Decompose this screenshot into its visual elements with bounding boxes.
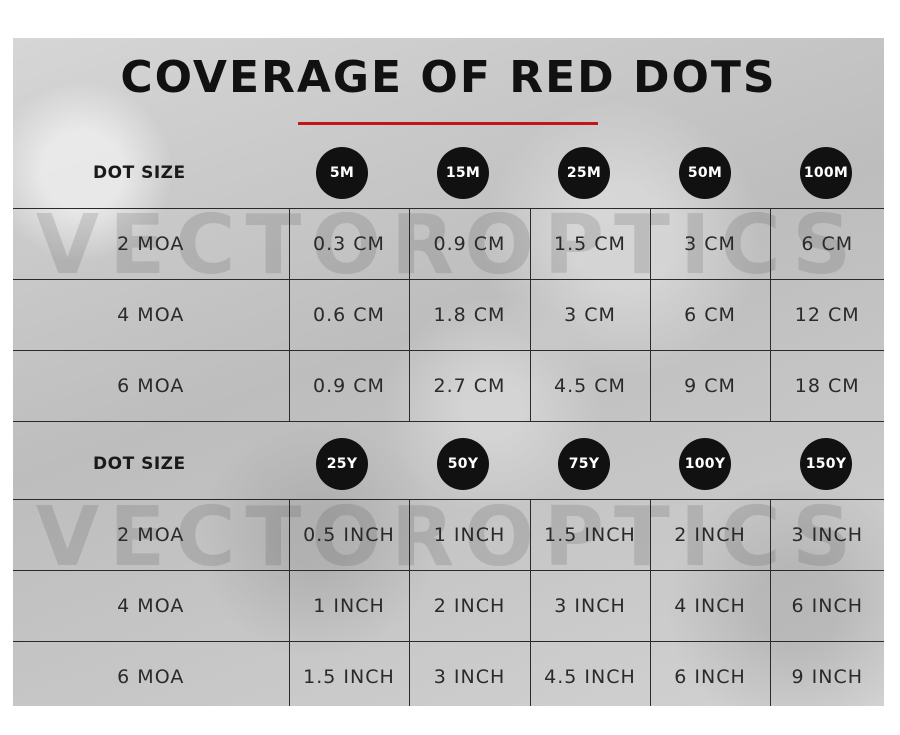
- table-cell: 9 CM: [649, 350, 771, 422]
- table-cell: 3 INCH: [408, 641, 531, 706]
- table-cell: 0.6 CM: [288, 279, 410, 351]
- table-cell: 6 CM: [649, 279, 771, 351]
- metric-header: DOT SIZE 5M 15M 25M 50M 100M: [13, 138, 884, 208]
- imperial-table: 2 MOA 0.5 INCH 1 INCH 1.5 INCH 2 INCH 3 …: [13, 499, 884, 706]
- table-cell: 0.9 CM: [288, 350, 410, 422]
- table-cell: 9 INCH: [769, 641, 884, 706]
- row-label: 4 MOA: [13, 279, 290, 351]
- row-label: 2 MOA: [13, 499, 290, 571]
- row-label: 6 MOA: [13, 641, 290, 706]
- table-cell: 3 INCH: [529, 570, 651, 642]
- distance-badge: 15M: [437, 147, 489, 199]
- distance-badge: 25Y: [316, 438, 368, 490]
- distance-badge: 50M: [679, 147, 731, 199]
- table-row: 6 MOA 1.5 INCH 3 INCH 4.5 INCH 6 INCH 9 …: [13, 641, 884, 706]
- title-underline: [298, 122, 598, 125]
- table-cell: 6 CM: [769, 208, 884, 280]
- distance-badge: 25M: [558, 147, 610, 199]
- table-cell: 1.5 INCH: [288, 641, 410, 706]
- row-label: 4 MOA: [13, 570, 290, 642]
- table-cell: 1.8 CM: [408, 279, 531, 351]
- table-cell: 4.5 INCH: [529, 641, 651, 706]
- table-cell: 1 INCH: [288, 570, 410, 642]
- table-cell: 18 CM: [769, 350, 884, 422]
- table-cell: 3 CM: [649, 208, 771, 280]
- distance-badge: 100Y: [679, 438, 731, 490]
- distance-badge: 50Y: [437, 438, 489, 490]
- table-cell: 0.9 CM: [408, 208, 531, 280]
- dot-size-heading: DOT SIZE: [93, 454, 186, 474]
- metric-table: 2 MOA 0.3 CM 0.9 CM 1.5 CM 3 CM 6 CM 4 M…: [13, 208, 884, 422]
- table-cell: 1 INCH: [408, 499, 531, 571]
- table-cell: 6 INCH: [769, 570, 884, 642]
- table-cell: 3 INCH: [769, 499, 884, 571]
- coverage-chart-panel: VECTOROPTICS VECTOROPTICS COVERAGE OF RE…: [13, 38, 884, 706]
- table-cell: 4 INCH: [649, 570, 771, 642]
- table-cell: 0.3 CM: [288, 208, 410, 280]
- distance-badge: 100M: [800, 147, 852, 199]
- page-title: COVERAGE OF RED DOTS: [120, 52, 777, 103]
- table-row: 4 MOA 1 INCH 2 INCH 3 INCH 4 INCH 6 INCH: [13, 570, 884, 642]
- row-label: 6 MOA: [13, 350, 290, 422]
- table-cell: 4.5 CM: [529, 350, 651, 422]
- table-cell: 2.7 CM: [408, 350, 531, 422]
- table-cell: 6 INCH: [649, 641, 771, 706]
- dot-size-heading: DOT SIZE: [93, 163, 186, 183]
- table-row: 2 MOA 0.5 INCH 1 INCH 1.5 INCH 2 INCH 3 …: [13, 499, 884, 571]
- distance-badge: 5M: [316, 147, 368, 199]
- distance-badge: 150Y: [800, 438, 852, 490]
- table-row: 6 MOA 0.9 CM 2.7 CM 4.5 CM 9 CM 18 CM: [13, 350, 884, 422]
- table-cell: 2 INCH: [649, 499, 771, 571]
- table-cell: 0.5 INCH: [288, 499, 410, 571]
- distance-badge: 75Y: [558, 438, 610, 490]
- table-row: 4 MOA 0.6 CM 1.8 CM 3 CM 6 CM 12 CM: [13, 279, 884, 351]
- table-cell: 12 CM: [769, 279, 884, 351]
- table-row: 2 MOA 0.3 CM 0.9 CM 1.5 CM 3 CM 6 CM: [13, 208, 884, 280]
- imperial-header: DOT SIZE 25Y 50Y 75Y 100Y 150Y: [13, 429, 884, 499]
- table-cell: 1.5 CM: [529, 208, 651, 280]
- table-cell: 1.5 INCH: [529, 499, 651, 571]
- table-cell: 2 INCH: [408, 570, 531, 642]
- table-cell: 3 CM: [529, 279, 651, 351]
- row-label: 2 MOA: [13, 208, 290, 280]
